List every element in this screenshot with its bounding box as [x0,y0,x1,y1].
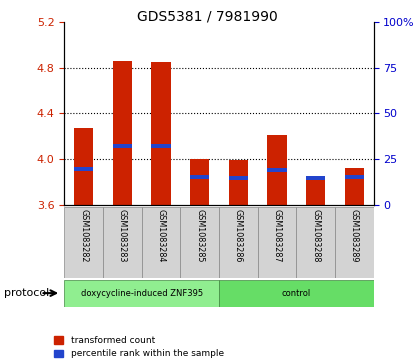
Bar [74,167,93,171]
Bar [335,207,374,278]
Text: doxycycline-induced ZNF395: doxycycline-induced ZNF395 [81,289,203,298]
Text: GSM1083285: GSM1083285 [195,209,204,262]
Bar [112,61,132,205]
Bar [258,207,296,278]
Text: GDS5381 / 7981990: GDS5381 / 7981990 [137,9,278,23]
Bar [229,160,248,205]
Text: GSM1083283: GSM1083283 [118,209,127,262]
Bar [142,207,180,278]
Bar [344,168,364,205]
Text: GSM1083284: GSM1083284 [156,209,166,262]
Bar [180,207,219,278]
Bar [219,207,258,278]
Bar [151,144,171,148]
Bar [74,129,93,205]
Bar [151,62,171,205]
Bar [267,168,286,172]
Legend: transformed count, percentile rank within the sample: transformed count, percentile rank withi… [54,336,224,359]
Text: GSM1083289: GSM1083289 [350,209,359,262]
Text: GSM1083288: GSM1083288 [311,209,320,262]
Text: GSM1083287: GSM1083287 [272,209,281,262]
Bar [229,176,248,180]
Bar [112,144,132,148]
Bar [344,175,364,179]
Text: control: control [282,289,311,298]
Bar [64,207,103,278]
Bar [306,178,325,205]
Bar [267,135,286,205]
Text: GSM1083286: GSM1083286 [234,209,243,262]
Bar [190,159,209,205]
Text: GSM1083282: GSM1083282 [79,209,88,262]
Bar [103,207,142,278]
Bar [219,280,374,307]
Bar [296,207,335,278]
Text: protocol: protocol [4,288,49,298]
Bar [306,176,325,180]
Bar [64,280,219,307]
Bar [190,175,209,179]
